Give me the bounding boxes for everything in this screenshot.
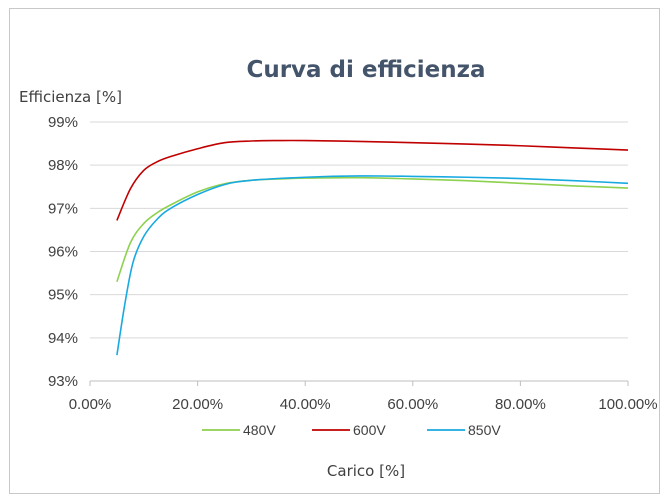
y-tick-label: 93%	[48, 373, 78, 390]
y-tick-labels: 93% 94% 95% 96% 97% 98% 99%	[48, 114, 78, 390]
x-axis-label: Carico [%]	[327, 462, 405, 480]
x-tick-label: 0.00%	[69, 396, 112, 413]
axes	[89, 380, 629, 386]
series-lines	[116, 139, 629, 356]
efficiency-chart: Curva di efficienza Efficienza [%] Caric…	[19, 57, 658, 480]
x-tick-labels: 0.00% 20.00% 40.00% 60.00% 80.00% 100.00%	[69, 396, 658, 413]
chart-frame: Curva di efficienza Efficienza [%] Caric…	[9, 8, 660, 494]
grid-lines	[90, 121, 628, 339]
x-tick-label: 80.00%	[495, 396, 546, 413]
y-tick-label: 96%	[48, 244, 78, 261]
y-tick-label: 99%	[48, 114, 78, 131]
y-tick-label: 98%	[48, 157, 78, 174]
series-line-480V	[116, 176, 629, 282]
legend: 480V 600V 850V	[202, 422, 501, 438]
y-tick-label: 97%	[48, 200, 78, 217]
x-tick-label: 60.00%	[387, 396, 438, 413]
legend-label-480V: 480V	[243, 422, 276, 438]
series-line-850V	[116, 175, 629, 356]
y-axis-label: Efficienza [%]	[19, 88, 122, 106]
series-line-600V	[116, 139, 629, 221]
y-tick-label: 95%	[48, 287, 78, 304]
y-tick-label: 94%	[48, 330, 78, 347]
x-tick-label: 40.00%	[280, 396, 331, 413]
legend-label-600V: 600V	[353, 422, 386, 438]
legend-label-850V: 850V	[468, 422, 501, 438]
x-tick-label: 20.00%	[172, 396, 223, 413]
chart-title: Curva di efficienza	[246, 57, 485, 83]
x-tick-label: 100.00%	[598, 396, 657, 413]
